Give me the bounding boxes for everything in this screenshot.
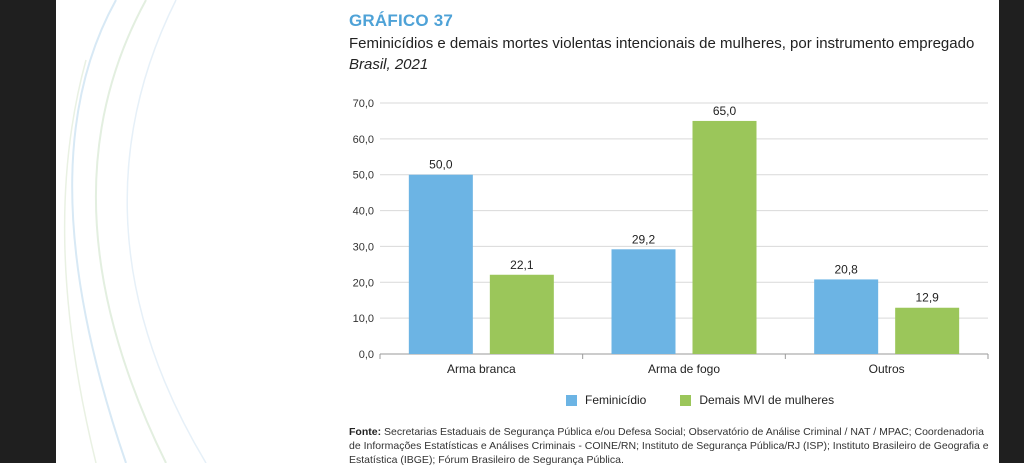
x-category-label: Arma de fogo — [648, 362, 720, 376]
y-tick-label: 50,0 — [353, 170, 374, 182]
data-label: 50,0 — [429, 158, 453, 172]
y-tick-label: 10,0 — [353, 313, 374, 325]
data-label: 20,8 — [834, 262, 858, 276]
legend-label-feminicidio: Feminicídio — [585, 393, 647, 407]
y-tick-label: 20,0 — [353, 277, 374, 289]
source-prefix: Fonte: — [349, 426, 382, 438]
legend-swatch-feminicidio — [566, 394, 577, 406]
chart-number: GRÁFICO 37 — [349, 11, 454, 30]
x-category-label: Arma branca — [447, 362, 516, 376]
y-tick-label: 0,0 — [359, 349, 374, 361]
data-label: 22,1 — [510, 258, 534, 272]
right-dark-border — [999, 0, 1024, 463]
y-tick-label: 70,0 — [353, 98, 374, 110]
legend-swatch-demais — [680, 394, 692, 406]
legend-item-feminicidio: Feminicídio — [566, 393, 646, 407]
y-tick-label: 60,0 — [353, 134, 374, 146]
legend-label-demais: Demais MVI de mulheres — [699, 393, 835, 407]
chart-subtitle: Brasil, 2021 — [349, 56, 429, 73]
legend-item-demais: Demais MVI de mulheres — [680, 393, 834, 407]
bar-feminicidio — [611, 249, 676, 354]
data-label: 29,2 — [632, 232, 656, 246]
decorative-swoosh — [63, 0, 207, 463]
y-tick-label: 30,0 — [353, 241, 374, 253]
left-dark-border — [0, 0, 56, 463]
source-text: Secretarias Estaduais de Segurança Públi… — [349, 426, 989, 466]
bar-demais — [489, 274, 554, 354]
chart-legend: Feminicídio Demais MVI de mulheres — [566, 393, 868, 407]
bar-demais — [692, 120, 757, 354]
chart-header: GRÁFICO 37 Feminicídios e demais mortes … — [349, 11, 999, 73]
data-label: 65,0 — [713, 104, 737, 118]
bar-feminicidio — [814, 279, 879, 354]
chart-title: Feminicídios e demais mortes violentas i… — [349, 35, 975, 52]
data-label: 12,9 — [915, 291, 939, 305]
bar-demais — [895, 307, 960, 354]
bar-feminicidio — [408, 174, 473, 354]
x-category-label: Outros — [869, 362, 905, 376]
y-tick-label: 40,0 — [353, 206, 374, 218]
source-note: Fonte: Secretarias Estaduais de Seguranç… — [349, 425, 989, 467]
